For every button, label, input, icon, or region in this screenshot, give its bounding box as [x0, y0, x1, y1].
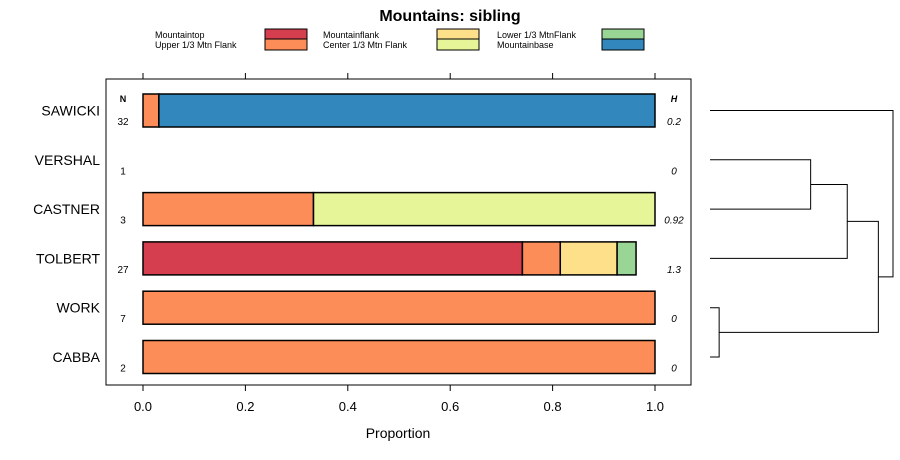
bar-segment [142, 191, 315, 227]
legend-swatch [436, 38, 480, 51]
row-label: CABBA [53, 349, 101, 365]
x-axis-label: Proportion [366, 425, 431, 441]
n-value: 32 [117, 117, 129, 128]
legend-swatch [436, 28, 480, 41]
n-value: 3 [120, 216, 126, 227]
x-tick-label: 0.8 [544, 399, 562, 414]
row-label: SAWICKI [41, 103, 100, 119]
legend-swatch [264, 28, 308, 41]
bar-segment [142, 339, 656, 375]
dendrogram-branch [719, 220, 879, 333]
x-tick-label: 0.4 [339, 399, 357, 414]
x-tick-label: 0.2 [236, 399, 254, 414]
legend-swatch [264, 38, 308, 51]
h-value: 0.92 [664, 216, 684, 227]
n-value: 7 [120, 314, 126, 325]
bars [142, 93, 656, 375]
n-value: 2 [120, 364, 126, 375]
h-value: 1.3 [667, 265, 681, 276]
dendrogram-branch [710, 307, 720, 358]
bar-segment [142, 290, 656, 325]
x-tick-label: 0.0 [134, 399, 152, 414]
row-label: TOLBERT [36, 250, 101, 266]
bar-segment [158, 93, 656, 128]
bar-segment [559, 241, 618, 276]
h-value: 0.2 [667, 117, 681, 128]
dendrogram [710, 110, 894, 358]
chart-title: Mountains: sibling [379, 8, 520, 25]
legend-label: Mountainbase [497, 40, 554, 50]
n-value: 1 [120, 166, 126, 177]
dendrogram-branch [710, 183, 848, 259]
row-label: VERSHAL [35, 152, 101, 168]
legend-label: Center 1/3 Mtn Flank [323, 40, 408, 50]
bar-segment [312, 191, 656, 227]
bar-segment [142, 93, 160, 128]
legend-label: Lower 1/3 MtnFlank [497, 30, 577, 40]
bar-segment [142, 241, 524, 276]
x-axis: 0.0 0.2 0.4 0.6 0.8 1.0 [134, 385, 664, 414]
row-label: WORK [56, 300, 100, 316]
row-labels: SAWICKI 32 0.2 VERSHAL 1 0 CASTNER 3 0.92 TOLBERT… [33, 103, 684, 375]
legend-swatch [601, 28, 645, 41]
h-header: H [671, 94, 678, 104]
x-tick-label: 0.6 [441, 399, 459, 414]
legend-swatch [601, 38, 645, 51]
row-label: CASTNER [33, 201, 100, 217]
dendrogram-branch [710, 110, 894, 278]
plot-panel [105, 78, 692, 386]
dendrogram-branch [710, 159, 812, 210]
legend-label: Upper 1/3 Mtn Flank [155, 40, 237, 50]
x-axis-top [142, 73, 656, 79]
legend-label: Mountaintop [155, 30, 205, 40]
legend-label: Mountainflank [323, 30, 380, 40]
bar-segment [521, 241, 562, 276]
h-value: 0 [671, 364, 677, 375]
x-tick-label: 1.0 [646, 399, 664, 414]
n-value: 27 [117, 265, 129, 276]
n-header: N [120, 94, 127, 104]
bar-segment [616, 241, 637, 276]
h-value: 0 [671, 314, 677, 325]
h-value: 0 [671, 166, 677, 177]
